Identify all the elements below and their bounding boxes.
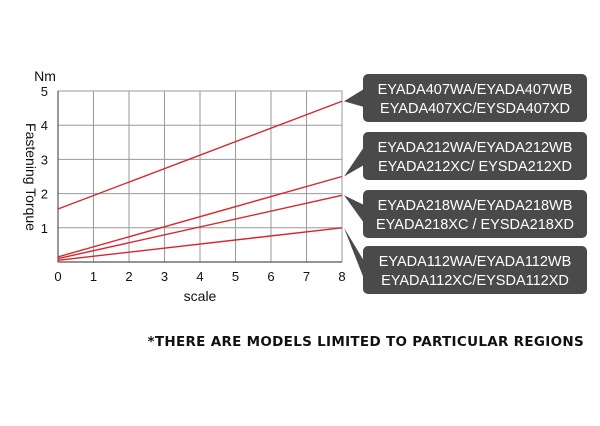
series-line [57, 194, 343, 260]
y-tick-label: 4 [41, 118, 48, 133]
x-axis-title: scale [184, 288, 217, 304]
x-tick-label: 3 [161, 269, 168, 284]
series-label-pointer [344, 227, 364, 279]
series-label-pointer [344, 89, 364, 107]
series-label-box [363, 74, 587, 122]
x-tick-label: 6 [267, 269, 274, 284]
series-label-pointer [344, 147, 364, 177]
y-tick-label: 3 [41, 152, 48, 167]
series-label-box [363, 132, 587, 180]
y-tick-label: 1 [41, 221, 48, 236]
series-label-text: EYADA112WA/EYADA112WB [379, 254, 572, 270]
x-tick-label: 7 [303, 269, 310, 284]
series-label-text: EYADA112XC/EYSDA112XD [381, 273, 569, 289]
series-label-text: EYADA407WA/EYADA407WB [378, 82, 573, 98]
series-line [57, 227, 343, 261]
series-label-box [363, 246, 587, 294]
y-tick-label: 5 [41, 84, 48, 99]
x-tick-label: 2 [125, 269, 132, 284]
series-label-box [363, 190, 587, 238]
series-label-pointer [344, 195, 364, 223]
y-tick-label: 2 [41, 187, 48, 202]
x-tick-label: 0 [54, 269, 61, 284]
y-axis-unit: Nm [34, 68, 56, 84]
series-label-text: EYADA212XC/ EYSDA212XD [378, 159, 572, 175]
series-line [57, 100, 343, 210]
series-label-text: EYADA218WA/EYADA218WB [378, 198, 573, 214]
y-axis-title: Fastening Torque [23, 123, 39, 231]
regions-note: *THERE ARE MODELS LIMITED TO PARTICULAR … [147, 334, 584, 350]
x-tick-label: 5 [232, 269, 239, 284]
series-label-text: EYADA407XC/EYSDA407XD [380, 101, 570, 117]
x-tick-label: 8 [338, 269, 345, 284]
x-tick-label: 1 [90, 269, 97, 284]
x-tick-label: 4 [196, 269, 203, 284]
series-label-text: EYADA212WA/EYADA212WB [378, 140, 573, 156]
series-line [57, 175, 343, 258]
series-label-text: EYADA218XC / EYSDA218XD [376, 217, 574, 233]
